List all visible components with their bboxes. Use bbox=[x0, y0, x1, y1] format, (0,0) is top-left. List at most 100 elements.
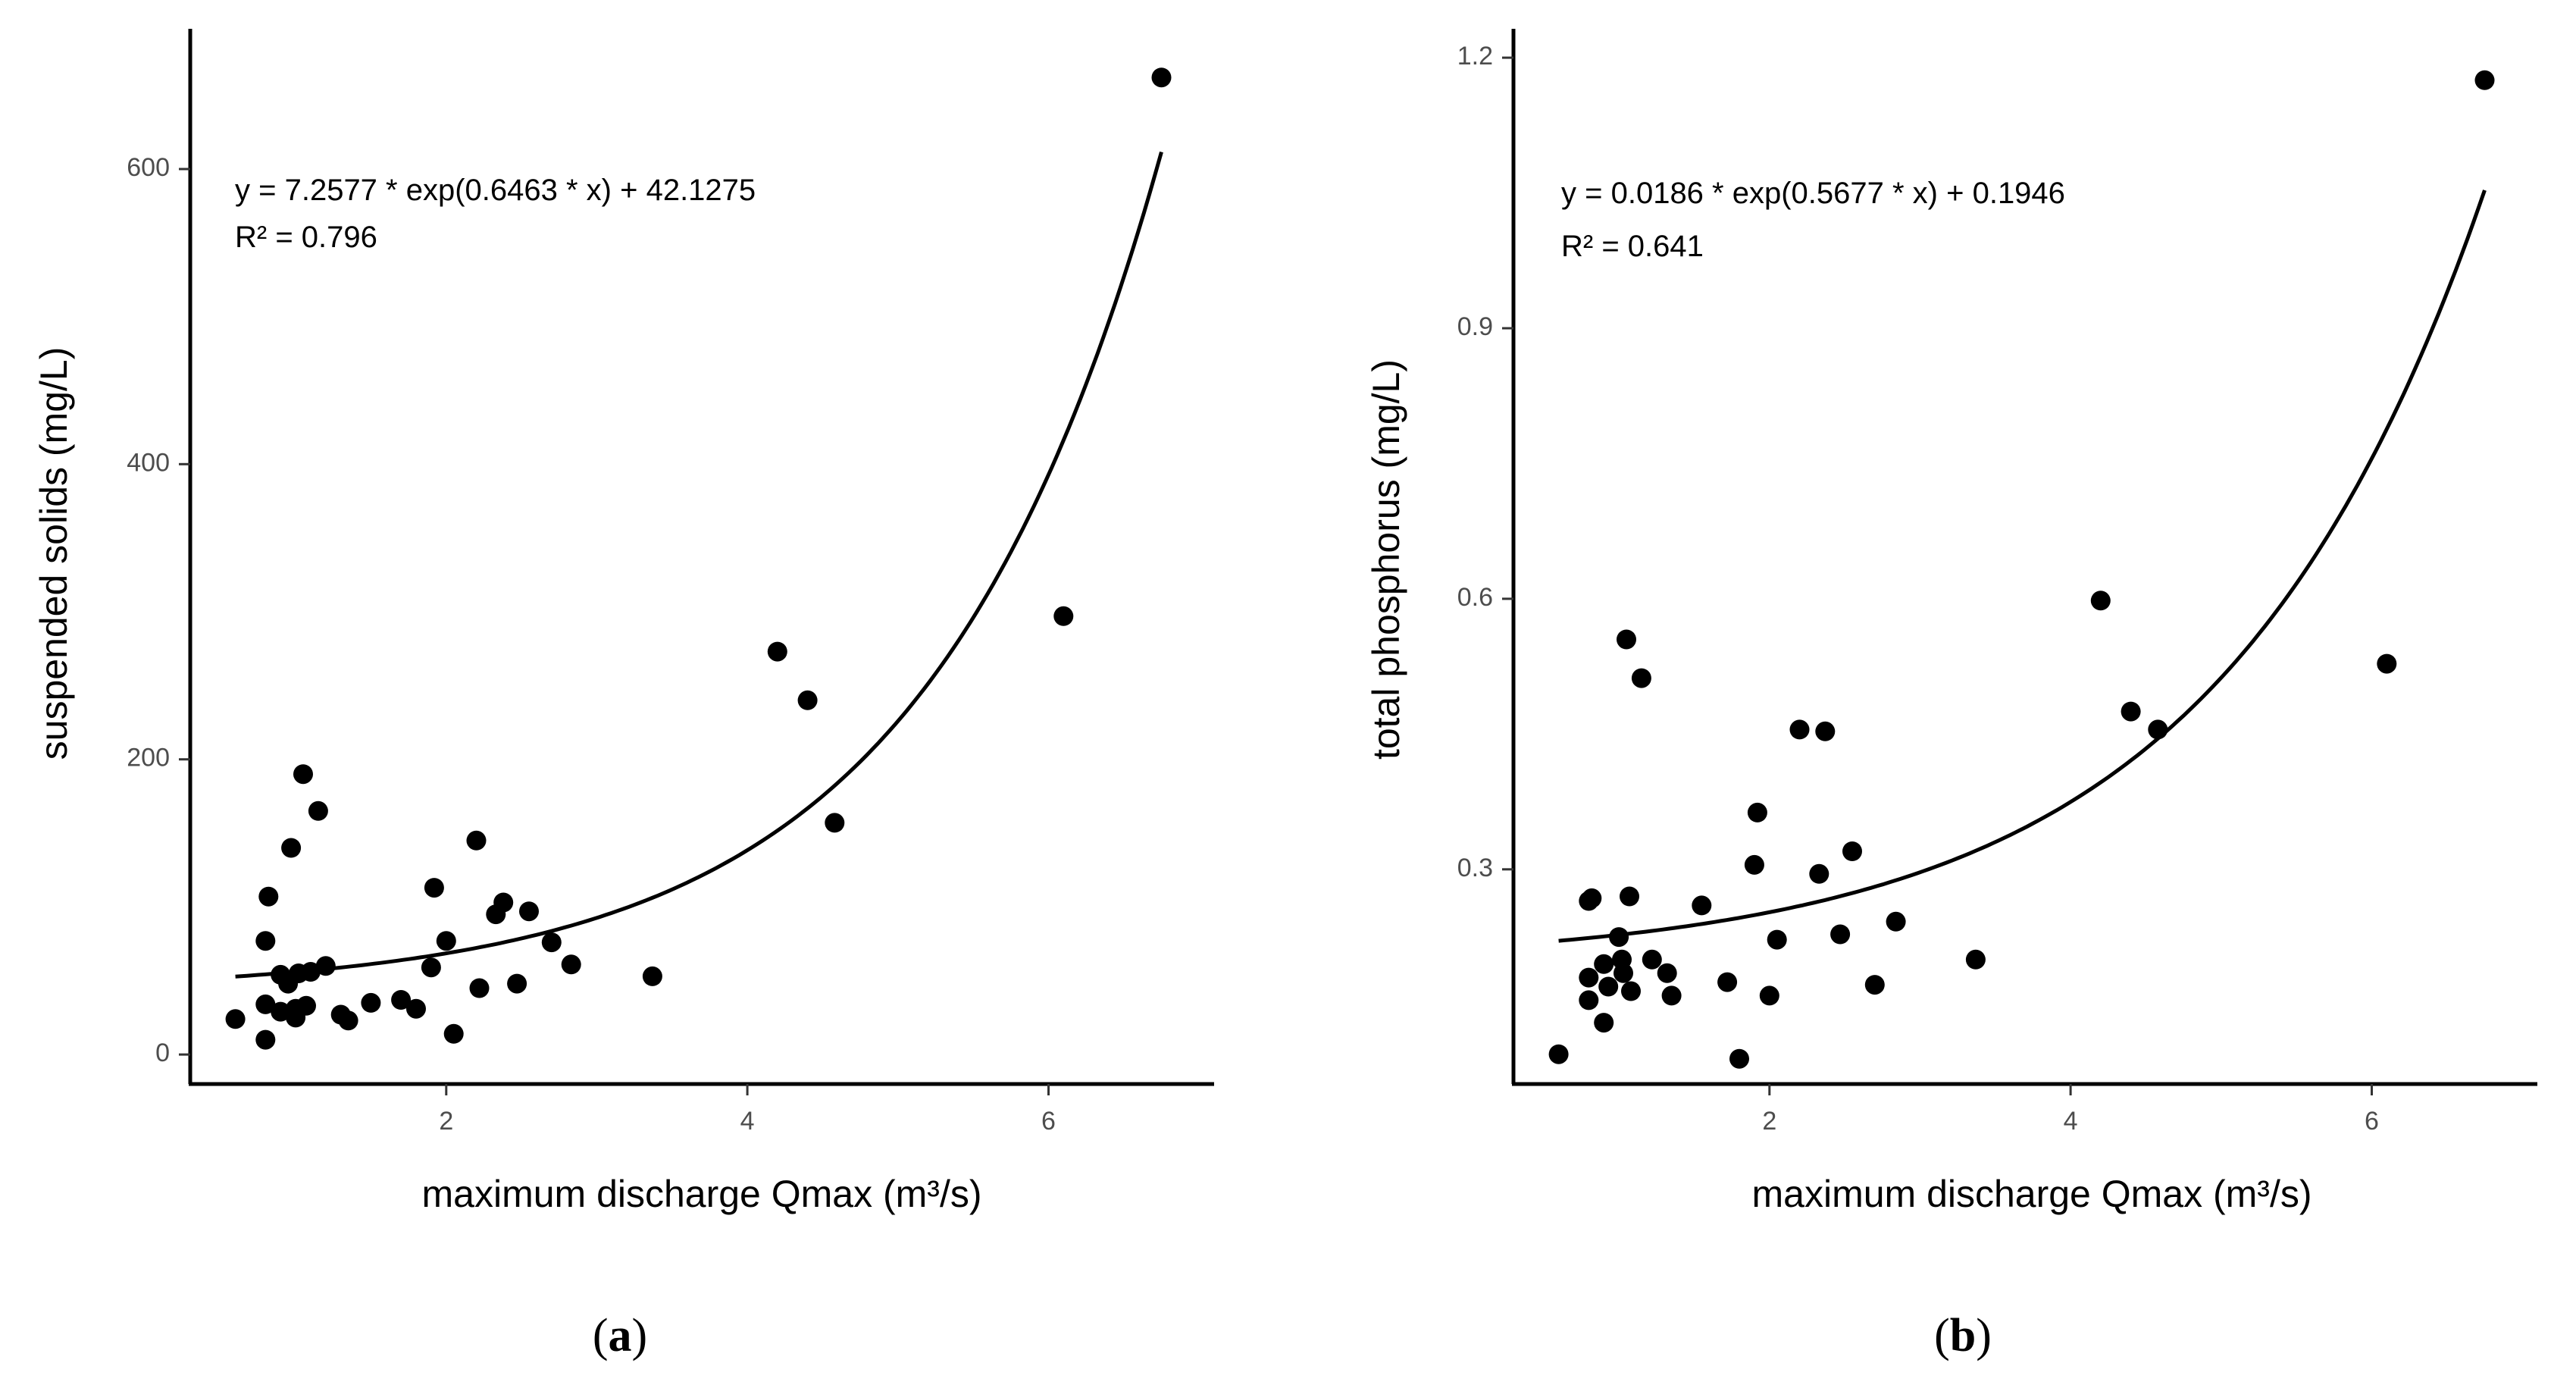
x-tick-label: 4 bbox=[740, 1107, 755, 1136]
x-tick-label: 2 bbox=[1762, 1107, 1776, 1136]
data-point bbox=[1744, 854, 1764, 875]
data-point bbox=[296, 995, 316, 1016]
data-point bbox=[258, 886, 279, 907]
y-tick-label: 200 bbox=[127, 744, 170, 772]
data-point bbox=[1151, 67, 1172, 88]
data-point bbox=[767, 641, 787, 662]
data-point bbox=[255, 994, 276, 1014]
data-point bbox=[2377, 653, 2397, 674]
data-point bbox=[519, 901, 539, 922]
data-point bbox=[642, 966, 662, 986]
data-point bbox=[406, 998, 426, 1019]
panel-label: (b) bbox=[1934, 1310, 1992, 1361]
y-ticks: 0 200 400 600 bbox=[127, 153, 190, 1067]
data-point bbox=[1579, 967, 1599, 988]
data-point bbox=[338, 1010, 358, 1031]
data-point bbox=[1759, 985, 1779, 1006]
x-tick-label: 6 bbox=[2365, 1107, 2379, 1136]
y-axis-title: suspended solids (mg/L) bbox=[33, 347, 75, 760]
data-point bbox=[797, 690, 818, 710]
panel-label-letter: b bbox=[1950, 1310, 1976, 1361]
data-point bbox=[436, 931, 456, 951]
x-axis-title: maximum discharge Qmax (m³/s) bbox=[1752, 1173, 2312, 1215]
data-point bbox=[361, 992, 381, 1013]
r-squared: R² = 0.796 bbox=[235, 221, 377, 254]
y-tick-label: 1.2 bbox=[1457, 42, 1493, 70]
y-axis-title: total phosphorus (mg/L) bbox=[1365, 359, 1407, 760]
fit-equation: y = 0.0186 * exp(0.5677 * x) + 0.1946 bbox=[1561, 177, 2065, 210]
data-points bbox=[225, 67, 1172, 1050]
data-point bbox=[225, 1009, 246, 1029]
y-tick-label: 400 bbox=[127, 448, 170, 477]
data-point bbox=[1609, 927, 1629, 948]
data-point bbox=[1579, 990, 1599, 1010]
data-point bbox=[1598, 976, 1619, 997]
data-point bbox=[1657, 963, 1677, 983]
data-point bbox=[1886, 911, 1906, 932]
data-point bbox=[1692, 895, 1712, 916]
data-point bbox=[1729, 1048, 1749, 1069]
data-point bbox=[1621, 981, 1641, 1001]
data-point bbox=[293, 764, 313, 785]
panel-b-total-phosphorus: 0.3 0.6 0.9 1.2 2 4 6 total phosphorus (… bbox=[1365, 29, 2537, 1361]
x-ticks: 2 4 6 bbox=[1762, 1084, 2379, 1136]
data-point bbox=[2090, 591, 2111, 611]
data-point bbox=[1789, 719, 1810, 740]
data-point bbox=[1717, 972, 1738, 992]
data-point bbox=[541, 932, 562, 953]
data-point bbox=[255, 931, 276, 951]
data-point bbox=[281, 838, 302, 858]
x-axis-title: maximum discharge Qmax (m³/s) bbox=[422, 1173, 982, 1215]
data-point bbox=[1620, 886, 1639, 907]
y-tick-label: 0.3 bbox=[1457, 854, 1493, 882]
data-point bbox=[1864, 975, 1885, 995]
data-point bbox=[1582, 888, 1602, 908]
data-point bbox=[421, 957, 441, 978]
data-point bbox=[271, 1001, 291, 1022]
data-point bbox=[493, 892, 514, 913]
fit-curve bbox=[1558, 190, 2487, 943]
data-point bbox=[469, 978, 490, 998]
data-point bbox=[1747, 802, 1767, 822]
data-point bbox=[2121, 701, 2141, 722]
data-point bbox=[1661, 985, 1682, 1006]
data-point bbox=[1617, 629, 1636, 650]
data-point bbox=[1053, 606, 1074, 626]
fit-curve bbox=[235, 151, 1163, 979]
x-tick-label: 2 bbox=[439, 1107, 453, 1136]
data-point bbox=[1642, 949, 1662, 970]
data-point bbox=[424, 878, 444, 898]
x-tick-label: 6 bbox=[1041, 1107, 1056, 1136]
data-point bbox=[2474, 70, 2495, 90]
data-point bbox=[1767, 929, 1787, 950]
data-point bbox=[561, 954, 581, 975]
y-tick-label: 0.9 bbox=[1457, 312, 1493, 341]
data-point bbox=[1842, 841, 1862, 861]
data-point bbox=[1815, 721, 1836, 741]
y-tick-label: 600 bbox=[127, 153, 170, 182]
data-point bbox=[1965, 949, 1986, 970]
y-tick-label: 0 bbox=[155, 1039, 170, 1067]
data-point bbox=[1594, 1013, 1614, 1033]
data-point bbox=[308, 801, 328, 821]
data-point bbox=[1594, 954, 1614, 974]
data-point bbox=[507, 973, 527, 994]
panel-label: (a) bbox=[593, 1310, 647, 1361]
data-point bbox=[466, 830, 487, 851]
data-point bbox=[1809, 863, 1829, 884]
panel-label-letter: a bbox=[609, 1310, 632, 1361]
r-squared: R² = 0.641 bbox=[1561, 230, 1704, 263]
y-ticks: 0.3 0.6 0.9 1.2 bbox=[1457, 42, 1513, 882]
data-point bbox=[1830, 924, 1851, 945]
data-point bbox=[391, 990, 412, 1010]
data-point bbox=[315, 956, 336, 976]
fit-equation: y = 7.2577 * exp(0.6463 * x) + 42.1275 bbox=[235, 174, 756, 207]
x-ticks: 2 4 6 bbox=[439, 1084, 1056, 1136]
data-point bbox=[1631, 668, 1651, 688]
panel-a-suspended-solids: 0 200 400 600 2 4 6 suspended solids (mg… bbox=[33, 29, 1214, 1361]
data-point bbox=[255, 1029, 276, 1050]
data-points bbox=[1548, 70, 2495, 1069]
y-tick-label: 0.6 bbox=[1457, 583, 1493, 612]
data-point bbox=[1548, 1044, 1569, 1064]
